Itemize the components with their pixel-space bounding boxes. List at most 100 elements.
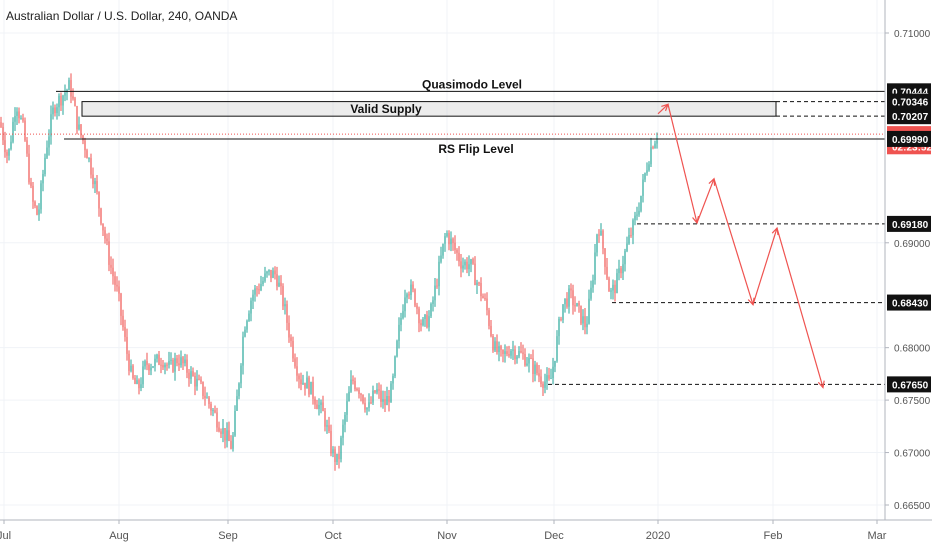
candle-body bbox=[120, 293, 122, 316]
level-label: RS Flip Level bbox=[438, 142, 513, 156]
candle-body bbox=[472, 259, 474, 264]
candle-body bbox=[318, 404, 320, 409]
candle-body bbox=[306, 377, 308, 389]
candle-body bbox=[618, 268, 620, 274]
candle-body bbox=[380, 390, 382, 402]
candle-body bbox=[10, 141, 12, 150]
candle-body bbox=[614, 284, 616, 294]
candle-body bbox=[582, 316, 584, 324]
candle-body bbox=[302, 382, 304, 385]
candle-body bbox=[34, 201, 36, 207]
candle-body bbox=[598, 234, 600, 236]
candle-body bbox=[210, 404, 212, 411]
candle-body bbox=[576, 303, 578, 307]
candle-body bbox=[510, 350, 512, 356]
candle-body bbox=[252, 294, 254, 301]
candle-body bbox=[124, 327, 126, 337]
candle-body bbox=[30, 182, 32, 186]
candle-body bbox=[646, 170, 648, 174]
candle-body bbox=[166, 364, 168, 366]
candle-body bbox=[434, 285, 436, 301]
level-layer: Quasimodo Level RS Flip Level bbox=[0, 77, 885, 385]
candle-body bbox=[514, 349, 516, 360]
candle-body bbox=[536, 364, 538, 374]
candle-body bbox=[442, 243, 444, 256]
candle-body bbox=[268, 269, 270, 272]
candle-body bbox=[136, 380, 138, 384]
candle-body bbox=[106, 238, 108, 242]
candle-body bbox=[78, 124, 80, 130]
candle-body bbox=[428, 316, 430, 328]
candle-body bbox=[132, 365, 134, 378]
candle-body bbox=[332, 449, 334, 454]
candle-body bbox=[220, 431, 222, 434]
projection-path bbox=[657, 103, 825, 389]
candle-body bbox=[448, 233, 450, 245]
candle-body bbox=[460, 261, 462, 269]
candle-body bbox=[56, 107, 58, 114]
candle-body bbox=[626, 243, 628, 252]
candle-body bbox=[382, 399, 384, 402]
level-label: Quasimodo Level bbox=[422, 77, 522, 91]
candle-body bbox=[400, 317, 402, 325]
projection-arrowhead bbox=[817, 380, 825, 389]
x-tick-label: Aug bbox=[109, 530, 129, 542]
candle-body bbox=[266, 271, 268, 274]
candle-body bbox=[352, 379, 354, 381]
candle-body bbox=[232, 435, 234, 449]
price-label: 0.67650 bbox=[892, 380, 929, 391]
candle-body bbox=[22, 117, 24, 121]
candle-body bbox=[342, 424, 344, 438]
candle-body bbox=[560, 318, 562, 320]
candle-body bbox=[84, 140, 86, 151]
candle-body bbox=[392, 376, 394, 384]
projection-segment bbox=[657, 103, 669, 115]
candle-body bbox=[458, 252, 460, 262]
candle-body bbox=[296, 366, 298, 376]
candle-body bbox=[462, 265, 464, 269]
candle-body bbox=[648, 164, 650, 171]
candle-body bbox=[426, 314, 428, 328]
y-tick-label: 0.67500 bbox=[894, 396, 931, 407]
x-tick-label: Feb bbox=[764, 530, 783, 542]
candle-body bbox=[390, 383, 392, 403]
price-label: 0.70207 bbox=[892, 112, 929, 123]
candle-body bbox=[244, 329, 246, 337]
candle-body bbox=[228, 430, 230, 441]
candle-body bbox=[192, 371, 194, 376]
price-label: 0.69180 bbox=[892, 220, 929, 231]
candle-body bbox=[262, 280, 264, 285]
candle-body bbox=[148, 364, 150, 371]
candle-body bbox=[256, 288, 258, 290]
candle-body bbox=[420, 323, 422, 326]
candle-body bbox=[354, 380, 356, 389]
candle-body bbox=[544, 381, 546, 388]
candle-body bbox=[32, 185, 34, 202]
candle-body bbox=[176, 358, 178, 364]
candle-body bbox=[286, 304, 288, 323]
candle-body bbox=[340, 437, 342, 460]
candle-body bbox=[654, 143, 656, 149]
candle-body bbox=[508, 354, 510, 356]
candle-body bbox=[572, 290, 574, 306]
candle-body bbox=[584, 316, 586, 328]
candle-body bbox=[548, 375, 550, 379]
candle-body bbox=[258, 289, 260, 291]
candle-body bbox=[470, 259, 472, 265]
candle-body bbox=[292, 340, 294, 359]
candle-body bbox=[50, 114, 52, 137]
candle-body bbox=[298, 375, 300, 380]
candle-body bbox=[438, 261, 440, 287]
candle-body bbox=[16, 111, 18, 116]
candle-body bbox=[430, 303, 432, 317]
candle-body bbox=[360, 393, 362, 395]
candle-body bbox=[412, 284, 414, 290]
candle-body bbox=[134, 377, 136, 384]
candle-body bbox=[452, 238, 454, 243]
candle-body bbox=[242, 336, 244, 366]
candle-body bbox=[238, 383, 240, 397]
price-axis: 0.71000 0.69000 0.68000 0.67500 0.67000 0.665… bbox=[884, 0, 932, 520]
candle-body bbox=[4, 140, 6, 153]
candle-body bbox=[396, 340, 398, 357]
